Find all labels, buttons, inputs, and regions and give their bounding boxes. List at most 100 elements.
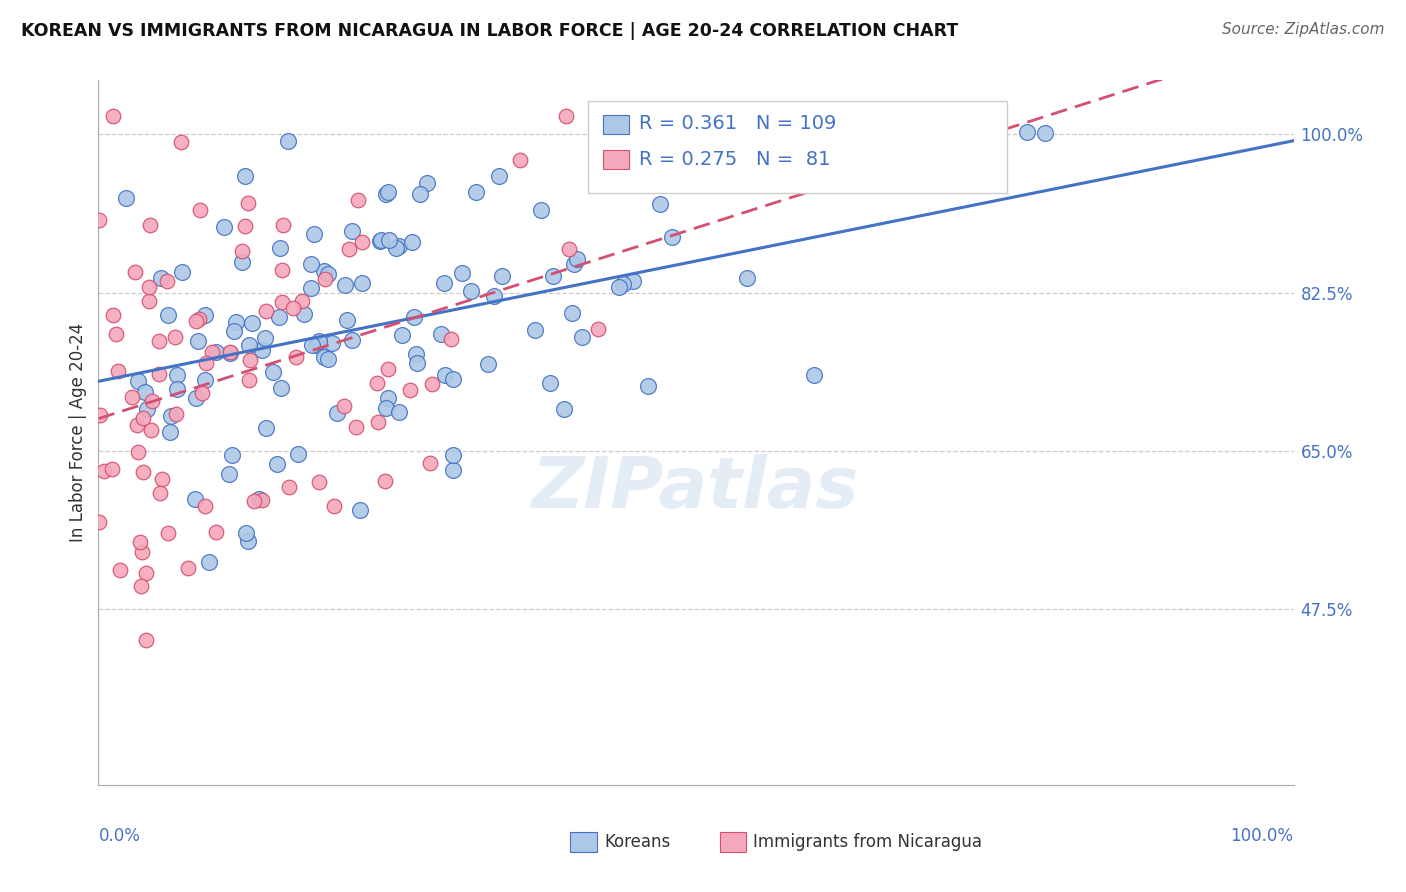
Point [188, 202, 211, 217]
Point [737, 271, 759, 285]
Point [308, 334, 330, 348]
Point [439, 332, 461, 346]
Point [128, 534, 150, 549]
Point [89, 408, 111, 422]
Point [350, 235, 373, 250]
Point [141, 423, 163, 437]
Point [312, 264, 335, 278]
Point [89, 213, 111, 227]
Point [254, 421, 277, 435]
Point [332, 399, 354, 413]
Point [157, 526, 180, 541]
Point [337, 243, 360, 257]
Point [333, 277, 356, 292]
Point [269, 241, 291, 255]
Point [367, 415, 389, 429]
Text: Immigrants from Nicaragua: Immigrants from Nicaragua [754, 833, 983, 851]
Point [377, 361, 399, 376]
Point [277, 134, 299, 148]
Point [124, 265, 146, 279]
Point [191, 386, 214, 401]
Point [235, 169, 257, 184]
Point [482, 289, 505, 303]
Point [103, 110, 125, 124]
Point [530, 203, 553, 218]
Point [405, 356, 427, 370]
Point [586, 322, 609, 336]
Point [252, 492, 274, 507]
Point [344, 419, 367, 434]
Point [524, 323, 547, 337]
Point [170, 264, 193, 278]
Point [239, 353, 262, 368]
Point [134, 385, 156, 400]
Point [139, 218, 162, 232]
Point [224, 324, 246, 338]
Point [291, 293, 314, 308]
Point [609, 279, 631, 293]
Point [433, 276, 456, 290]
Point [231, 255, 253, 269]
Point [93, 464, 115, 478]
Point [571, 329, 593, 343]
Point [434, 368, 457, 383]
Point [194, 500, 217, 514]
Point [159, 425, 181, 439]
Point [219, 345, 242, 359]
Point [204, 345, 226, 359]
Point [301, 337, 323, 351]
Point [121, 390, 143, 404]
Point [132, 411, 155, 425]
Point [321, 335, 343, 350]
Point [138, 280, 160, 294]
Point [156, 274, 179, 288]
Point [101, 309, 124, 323]
Point [299, 258, 322, 272]
Point [314, 271, 336, 285]
Point [305, 337, 328, 351]
Point [460, 285, 482, 299]
Point [184, 314, 207, 328]
Point [212, 220, 235, 235]
Point [201, 345, 224, 359]
Point [612, 277, 634, 291]
Point [391, 328, 413, 343]
Point [267, 310, 290, 324]
Point [125, 418, 148, 433]
Point [247, 491, 270, 506]
Point [661, 147, 683, 161]
Point [89, 515, 111, 529]
Point [287, 447, 309, 461]
Text: R = 0.275   N =  81: R = 0.275 N = 81 [638, 150, 830, 169]
Point [271, 262, 294, 277]
Point [271, 218, 294, 232]
Text: 100.0%: 100.0% [1230, 827, 1294, 846]
Point [377, 185, 399, 199]
Point [187, 334, 209, 348]
Point [150, 472, 173, 486]
Point [803, 368, 825, 382]
Y-axis label: In Labor Force | Age 20-24: In Labor Force | Age 20-24 [69, 323, 87, 542]
Point [553, 402, 575, 417]
Point [225, 315, 247, 329]
Point [184, 491, 207, 506]
Point [316, 352, 339, 367]
Point [648, 196, 671, 211]
Point [127, 444, 149, 458]
Point [262, 365, 284, 379]
FancyBboxPatch shape [571, 832, 596, 852]
Point [270, 381, 292, 395]
Point [138, 293, 160, 308]
Point [350, 277, 373, 291]
Point [135, 633, 157, 648]
Point [250, 343, 273, 358]
Point [159, 409, 181, 423]
Point [349, 503, 371, 517]
Point [388, 238, 411, 252]
Point [465, 186, 488, 200]
Point [370, 233, 392, 247]
Text: R = 0.361   N = 109: R = 0.361 N = 109 [638, 114, 837, 134]
Point [127, 374, 149, 388]
Point [221, 448, 243, 462]
Text: ZIPatlas: ZIPatlas [533, 455, 859, 524]
